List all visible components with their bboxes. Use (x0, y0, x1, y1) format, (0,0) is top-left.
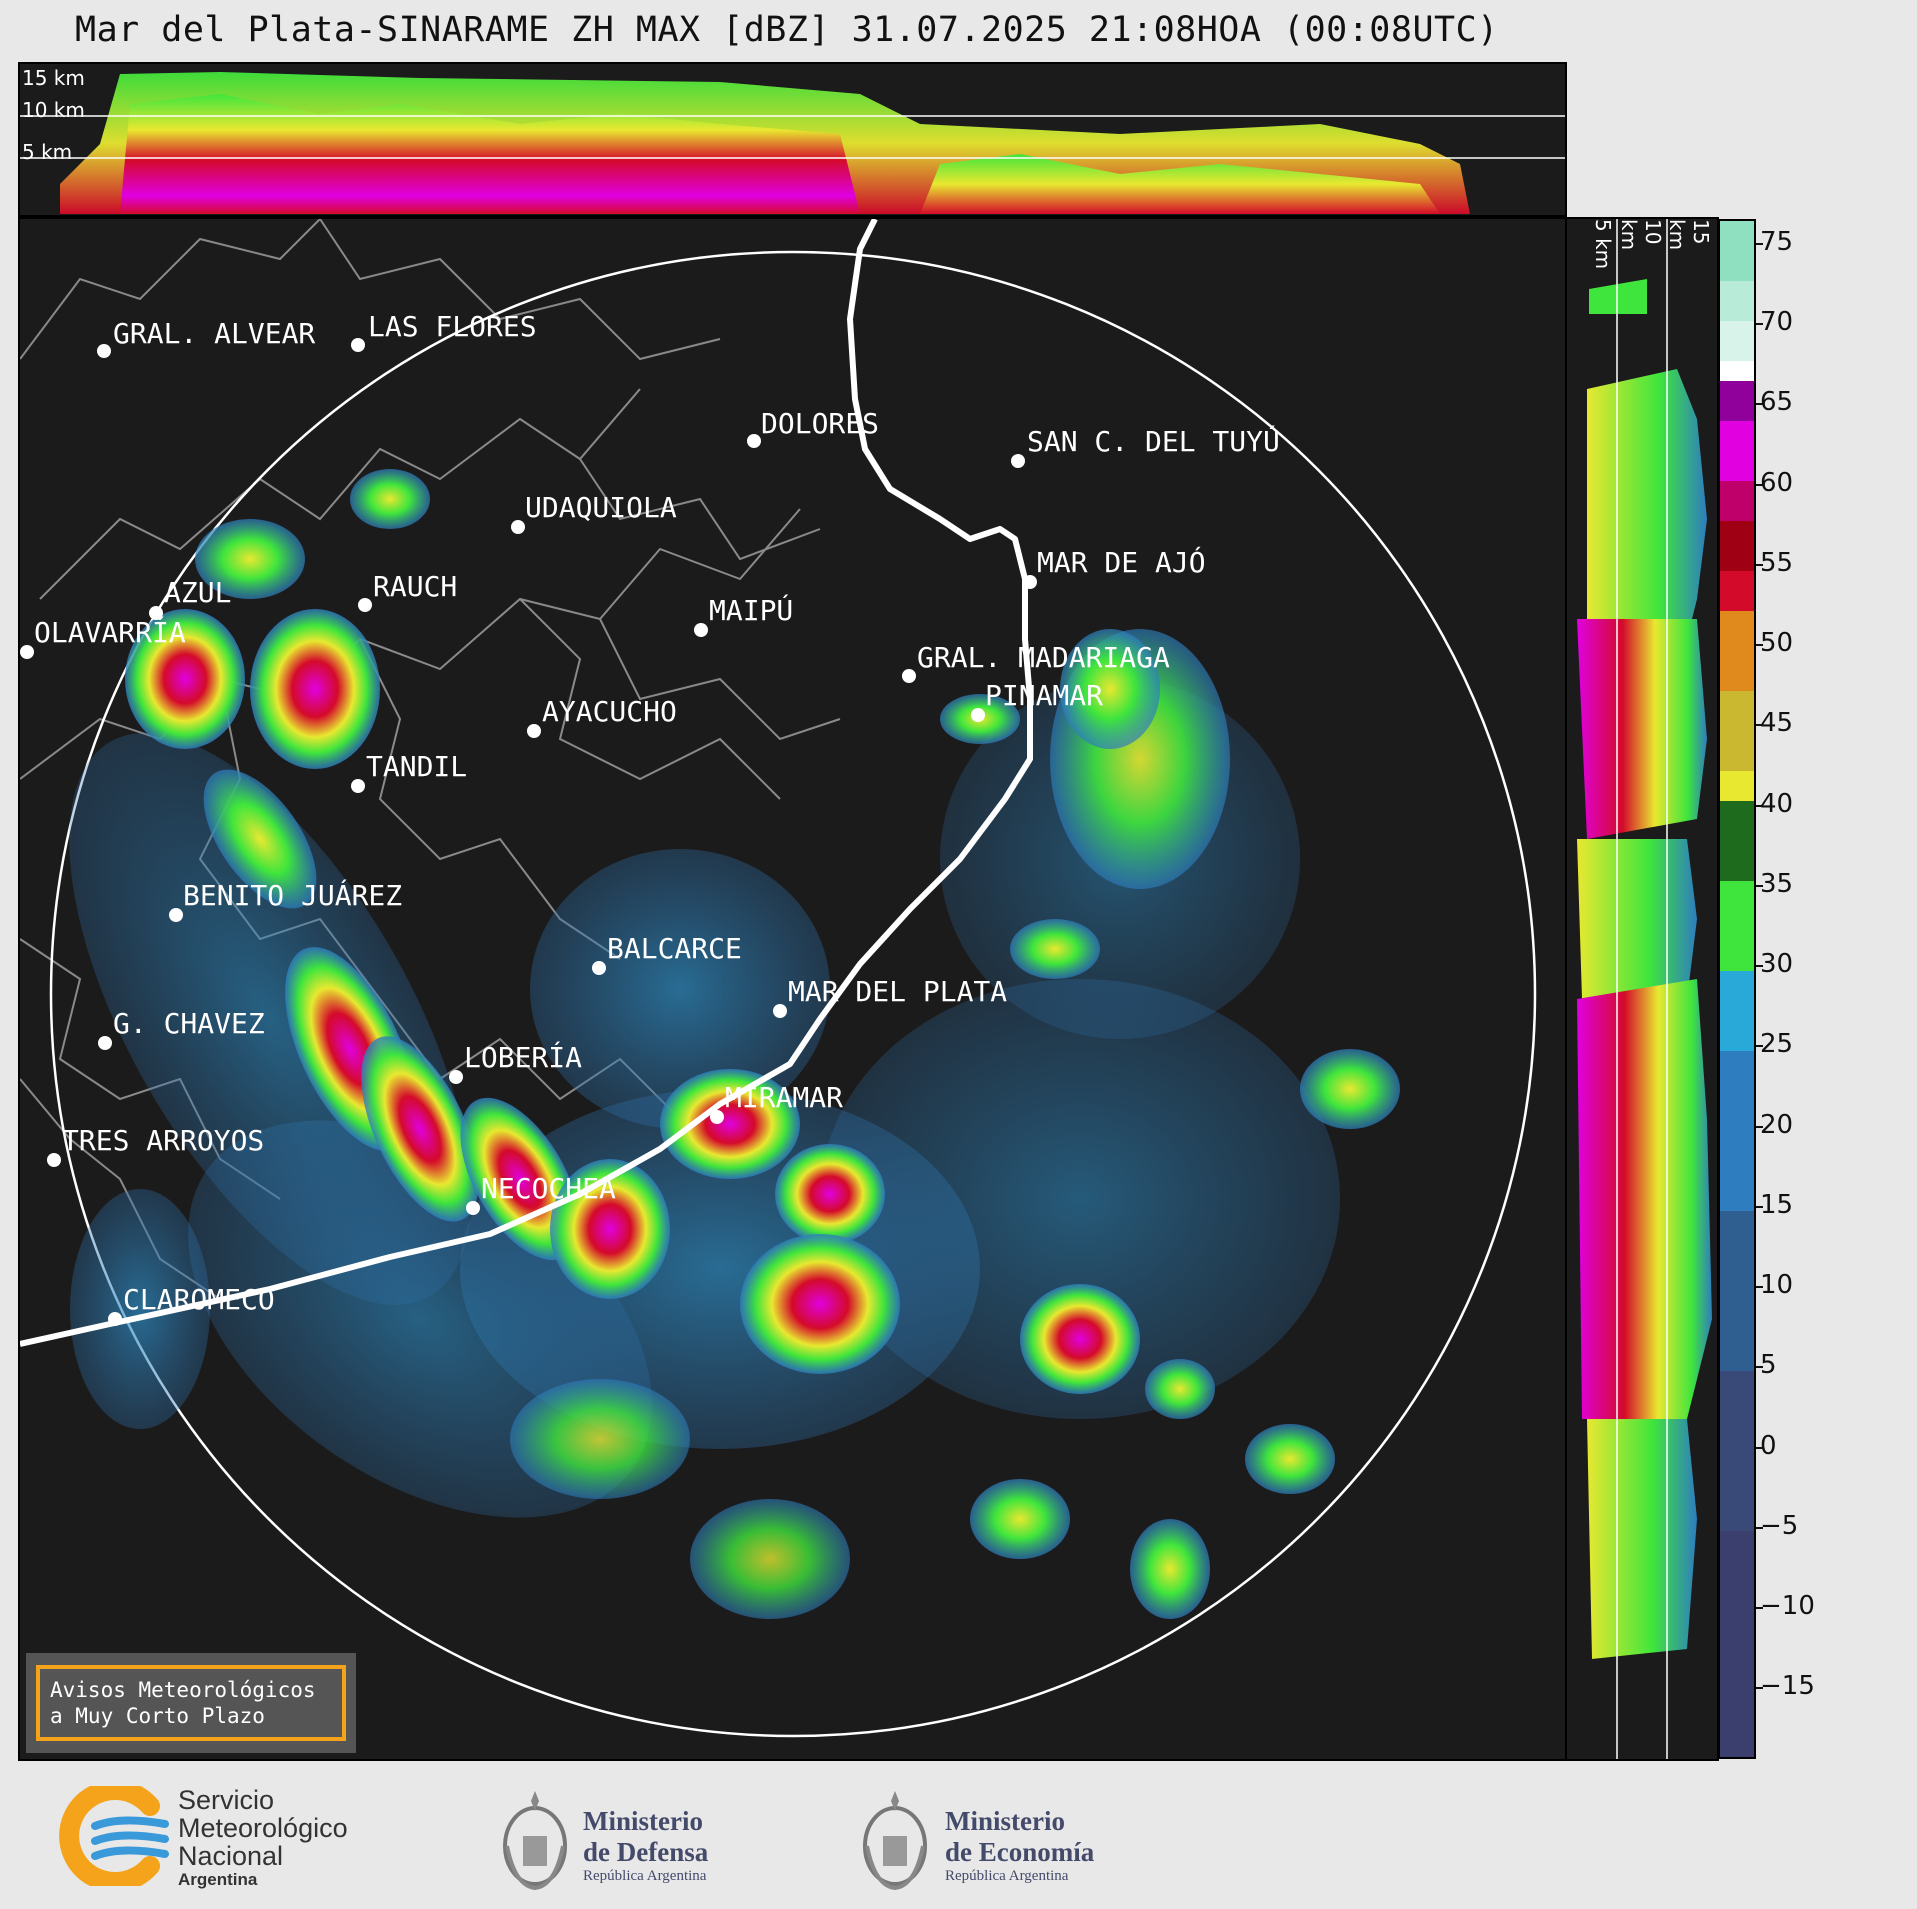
city-label-san-c-del-tuyu: SAN C. DEL TUYÚ (1027, 424, 1280, 458)
city-label-rauch: RAUCH (373, 570, 457, 603)
city-label-tandil: TANDIL (366, 750, 467, 783)
city-label-balcarce: BALCARCE (607, 932, 742, 965)
dbz-colorbar (1718, 219, 1756, 1759)
colorbar-tick-25: 25 (1760, 1029, 1794, 1059)
colorbar-tick-40: 40 (1760, 789, 1794, 819)
defensa-line-1: Ministerio (583, 1806, 703, 1836)
city-label-dolores: DOLORES (761, 407, 879, 440)
colorbar-tick-20: 20 (1760, 1110, 1794, 1140)
avisos-line-1: Avisos Meteorológicos (50, 1678, 316, 1702)
defensa-line-2: de Defensa (583, 1837, 709, 1867)
city-label-udaquiola: UDAQUIOLA (525, 491, 677, 524)
colorbar-tick-75: 75 (1760, 227, 1794, 257)
city-label-mar-del-plata: MAR DEL PLATA (788, 975, 1007, 1008)
smn-line-1: Servicio (178, 1785, 275, 1815)
side-cross-section-echoes (1577, 219, 1712, 1759)
economia-line-3: República Argentina (945, 1868, 1069, 1884)
city-label-claromeco: CLAROMECO (123, 1283, 275, 1316)
city-label-gral-alvear: GRAL. ALVEAR (113, 317, 315, 350)
economia-line-2: de Economía (945, 1837, 1095, 1867)
side-alt-label-10: 10 km (1617, 219, 1665, 251)
defensa-line-3: República Argentina (583, 1868, 707, 1884)
city-label-olavarria: OLAVARRÍA (34, 615, 186, 649)
side-cross-section-panel: 5 km 10 km 15 km (1567, 217, 1719, 1761)
top-alt-label-10: 10 km (22, 98, 85, 122)
smn-line-4: Argentina (178, 1870, 258, 1889)
avisos-box[interactable]: Avisos Meteorológicos a Muy Corto Plazo (26, 1653, 356, 1753)
smn-line-2: Meteorológico (178, 1813, 348, 1843)
side-alt-label-5: 5 km (1591, 219, 1615, 270)
colorbar-tick-50: 50 (1760, 628, 1794, 658)
city-label-mar-de-ajo: MAR DE AJÓ (1037, 545, 1206, 579)
top-alt-label-15: 15 km (22, 66, 85, 90)
top-cross-section-panel: 15 km 10 km 5 km (18, 62, 1567, 217)
colorbar-tick-35: 35 (1760, 869, 1794, 899)
economia-line-1: Ministerio (945, 1806, 1065, 1836)
city-label-g-chavez: G. CHAVEZ (113, 1007, 265, 1040)
colorbar-tick-10: 10 (1760, 1270, 1794, 1300)
colorbar-tick-70: 70 (1760, 307, 1794, 337)
colorbar-tick-45: 45 (1760, 708, 1794, 738)
colorbar-tick-minus10: −10 (1760, 1591, 1815, 1621)
city-label-necochea: NECOCHEA (481, 1172, 616, 1205)
city-label-azul: AZUL (164, 576, 231, 609)
city-label-gral-madariaga: GRAL. MADARIAGA (917, 641, 1170, 674)
avisos-line-2: a Muy Corto Plazo (50, 1704, 265, 1728)
city-label-las-flores: LAS FLORES (368, 310, 537, 343)
city-label-loberia: LOBERÍA (464, 1040, 582, 1074)
city-label-ayacucho: AYACUCHO (542, 695, 677, 728)
top-alt-label-5: 5 km (22, 140, 73, 164)
footer-logos: Servicio Meteorológico Nacional Argentin… (0, 1761, 1917, 1909)
city-label-pinamar: PINAMAR (985, 679, 1103, 712)
city-label-benito-juarez: BENITO JUÁREZ (183, 878, 402, 912)
range-ring (49, 250, 1537, 1738)
radar-map: GRAL. ALVEAR LAS FLORES DOLORES SAN C. D… (20, 219, 1537, 1738)
colorbar-tick-60: 60 (1760, 468, 1794, 498)
top-cross-section-echoes (20, 72, 1565, 214)
city-labels: GRAL. ALVEAR LAS FLORES DOLORES SAN C. D… (34, 310, 1280, 1316)
colorbar-tick-minus15: −15 (1760, 1671, 1815, 1701)
city-label-maipu: MAIPÚ (709, 593, 793, 627)
radar-echoes (69, 469, 1400, 1619)
colorbar-tick-15: 15 (1760, 1190, 1794, 1220)
colorbar-tick-minus5: −5 (1760, 1511, 1799, 1541)
radar-map-panel[interactable]: GRAL. ALVEAR LAS FLORES DOLORES SAN C. D… (18, 217, 1567, 1761)
smn-logo-icon (59, 1786, 169, 1886)
city-label-tres-arroyos: TRES ARROYOS (62, 1124, 264, 1157)
city-label-miramar: MIRAMAR (725, 1081, 843, 1114)
coastline (20, 219, 1033, 1347)
colorbar-tick-30: 30 (1760, 949, 1794, 979)
smn-line-3: Nacional (178, 1841, 284, 1871)
colorbar-gradient (1720, 221, 1754, 1757)
colorbar-tick-0: 0 (1760, 1431, 1777, 1461)
colorbar-tick-55: 55 (1760, 548, 1794, 578)
city-markers (20, 338, 1037, 1326)
economia-seal-icon (863, 1791, 927, 1891)
defensa-seal-icon (503, 1791, 567, 1891)
map-title: Mar del Plata-SINARAME ZH MAX [dBZ] 31.0… (75, 10, 1499, 50)
colorbar-tick-5: 5 (1760, 1350, 1777, 1380)
side-alt-label-15: 15 km (1665, 219, 1713, 251)
colorbar-tick-65: 65 (1760, 387, 1794, 417)
